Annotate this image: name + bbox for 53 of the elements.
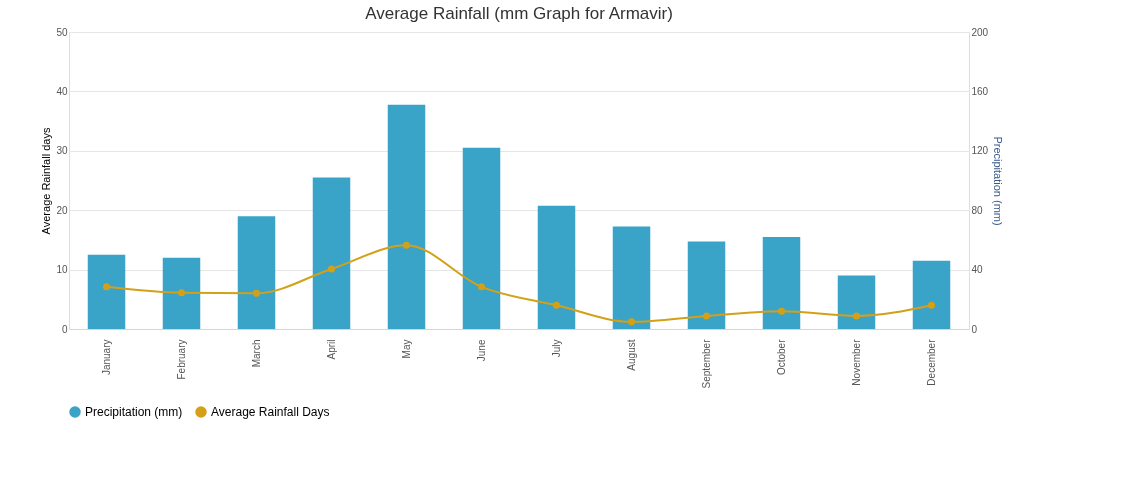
point xyxy=(252,289,261,297)
x-tick-label: May xyxy=(400,339,412,359)
point xyxy=(477,283,486,291)
bar xyxy=(87,254,126,329)
legend-label: Average Rainfall Days xyxy=(211,405,330,419)
x-tick-label: January xyxy=(100,339,112,376)
y-tick-label: 20 xyxy=(56,204,68,216)
y-tick-label: 50 xyxy=(56,26,68,38)
bar xyxy=(687,241,726,329)
bar xyxy=(537,205,576,329)
x-tick-label: February xyxy=(175,339,187,380)
x-tick-label: March xyxy=(250,339,262,368)
x-tick-label: July xyxy=(550,339,562,358)
bar xyxy=(312,177,351,329)
point xyxy=(627,318,636,326)
x-tick-label: April xyxy=(325,339,337,360)
bar xyxy=(837,275,876,329)
y-tick-label: 40 xyxy=(56,85,68,97)
point xyxy=(777,307,786,315)
bar xyxy=(387,104,426,329)
point xyxy=(702,312,711,320)
x-tick-label: June xyxy=(475,339,487,362)
y2-tick-label: 120 xyxy=(971,145,989,157)
point xyxy=(102,283,111,291)
y2-tick-label: 200 xyxy=(971,26,989,38)
bar xyxy=(237,216,276,329)
point xyxy=(852,312,861,320)
point xyxy=(402,241,411,249)
chart-title: Average Rainfall (mm Graph for Armavir) xyxy=(365,4,673,23)
y2-tick-label: 0 xyxy=(971,323,978,335)
y2-axis-title: Precipitation (mm) xyxy=(992,136,1005,226)
x-tick-label: September xyxy=(700,338,712,389)
point xyxy=(327,265,336,273)
bar xyxy=(162,257,201,329)
x-tick-label: December xyxy=(925,338,937,386)
bar xyxy=(462,147,501,329)
y-tick-label: 0 xyxy=(61,323,68,335)
x-tick-label: November xyxy=(850,338,862,386)
y2-tick-label: 40 xyxy=(971,264,984,276)
bar xyxy=(912,260,951,329)
y-tick-label: 10 xyxy=(56,264,68,276)
point xyxy=(177,289,186,297)
bar xyxy=(612,226,651,329)
y2-tick-label: 80 xyxy=(971,204,984,216)
y2-tick-label: 160 xyxy=(971,85,989,97)
point xyxy=(927,301,936,309)
point xyxy=(552,301,561,309)
y-axis-title: Average Rainfall days xyxy=(40,127,53,235)
y-tick-label: 30 xyxy=(56,145,68,157)
x-tick-label: August xyxy=(625,339,637,371)
bar xyxy=(762,236,801,329)
x-tick-label: October xyxy=(775,338,787,376)
legend-label: Precipitation (mm) xyxy=(85,405,183,419)
